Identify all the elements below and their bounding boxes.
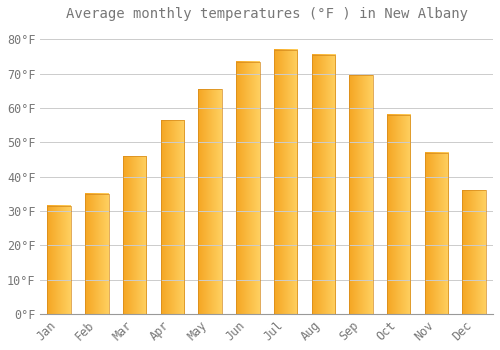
Bar — [123, 156, 146, 314]
Bar — [85, 194, 108, 314]
Bar — [48, 206, 71, 314]
Bar — [198, 89, 222, 314]
Bar — [462, 190, 486, 314]
Bar — [236, 62, 260, 314]
Bar — [350, 75, 372, 314]
Bar — [274, 50, 297, 314]
Title: Average monthly temperatures (°F ) in New Albany: Average monthly temperatures (°F ) in Ne… — [66, 7, 468, 21]
Bar — [425, 153, 448, 314]
Bar — [387, 115, 410, 314]
Bar — [312, 55, 335, 314]
Bar — [160, 120, 184, 314]
